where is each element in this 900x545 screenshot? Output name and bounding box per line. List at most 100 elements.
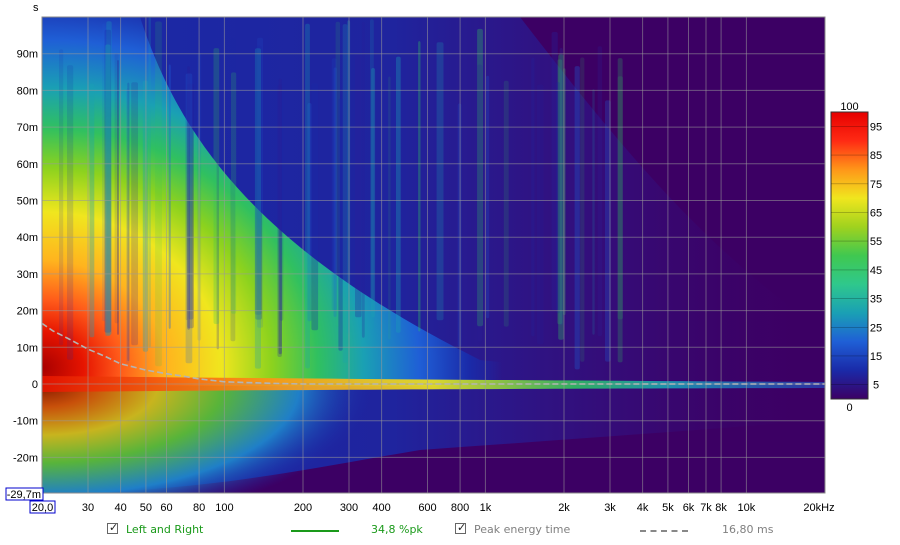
y-tick-label-10m: 10m [17,342,38,354]
decay-streak [388,76,391,340]
colorbar-ticks: 95 85 75 65 55 45 35 25 15 5 [831,121,882,392]
peak-energy-time-checkbox[interactable]: ✓ [455,521,466,534]
y-min-label: -29,7m [7,489,41,501]
x-tick-label-6k: 6k [683,502,695,514]
x-tick-label-60: 60 [160,502,172,514]
decay-streak [89,83,95,338]
decay-streak [305,23,310,369]
y-tick-label-30m: 30m [17,269,38,281]
decay-streak [59,49,64,346]
colorbar-tick-label-35: 35 [870,294,882,306]
decay-streak [117,60,119,335]
decay-streak [168,64,171,329]
decay-streak [371,68,376,318]
decay-streak [551,32,558,311]
decay-streak [126,88,130,364]
x-tick-label-20: 20,0 [32,502,53,514]
decay-streak [335,21,340,327]
left-and-right-checkbox[interactable]: ✓ [107,521,118,534]
decay-streak [558,54,564,340]
y-tick-label-40m: 40m [17,232,38,244]
x-tick-label-400: 400 [372,502,390,514]
decay-streak [557,59,563,325]
decay-streak [187,66,190,330]
x-tick-label-2k: 2k [558,502,570,514]
colorbar-tick-label-45: 45 [870,265,882,277]
x-tick-label-4k: 4k [637,502,649,514]
decay-streak [257,37,264,328]
decay-streak [127,82,130,362]
decay-streak [311,83,319,331]
decay-streak [278,78,282,355]
x-tick-label-5k: 5k [662,502,674,514]
decay-streak [333,67,337,317]
decay-streak [436,42,444,321]
x-min-box[interactable] [29,500,56,514]
x-tick-label-1k: 1k [480,502,492,514]
decay-streak [254,48,262,315]
decay-streak [67,65,74,360]
decay-streak [279,91,284,321]
x-tick-label-100: 100 [215,502,233,514]
colorbar-tick-label-15: 15 [870,351,882,363]
x-axis-ticks: 30 40 50 60 80 100 200 300 400 600 800 1k 2k 3k 4k 5k 6k… [82,502,835,514]
decay-streak [597,46,603,337]
decay-streak [105,44,111,336]
decay-streak [104,29,112,333]
x-tick-label-7k: 7k [700,502,712,514]
colorbar-tick-label-25: 25 [870,322,882,334]
x-tick-label-50: 50 [140,502,152,514]
decay-streak [342,24,348,363]
decay-streak [106,21,112,335]
decay-streak [230,38,236,342]
x-tick-label-3k: 3k [604,502,616,514]
y-min-box[interactable] [5,487,44,501]
x-tick-label-200: 200 [294,502,312,514]
x-tick-label-8k: 8k [715,502,727,514]
left-and-right-value: 34,8 %pk [371,523,423,536]
y-tick-label-50m: 50m [17,196,38,208]
plot-area [41,16,826,494]
legend-bar: ✓ Left and Right 34,8 %pk ✓ Peak energy … [0,517,900,545]
decay-streak [503,80,509,327]
y-min-marker[interactable]: -29,7m [5,487,44,501]
decay-streak [605,100,611,362]
decay-streak [307,103,312,322]
colorbar-tick-label-95: 95 [870,121,882,133]
left-and-right-label[interactable]: Left and Right [126,523,204,536]
y-tick-label--10m: -10m [13,416,38,428]
x-tick-label-30: 30 [82,502,94,514]
left-and-right-swatch [291,530,339,532]
y-tick-label-70m: 70m [17,122,38,134]
main-energy-region [42,17,825,386]
peak-energy-time-label[interactable]: Peak energy time [474,523,571,536]
decay-streak [187,83,194,329]
y-tick-label-90m: 90m [17,49,38,61]
decay-streak [148,17,151,348]
decay-streak [216,87,219,350]
decay-streak [418,41,421,332]
decay-streaks [59,17,623,370]
x-min-marker[interactable]: 20,0 [29,500,56,514]
decay-streak [185,91,188,321]
y-axis-unit-label: s [33,2,39,14]
peak-energy-time-value: 16,80 ms [722,523,774,536]
decay-streak [213,48,220,324]
decay-streak [331,58,337,311]
decay-streak [114,53,119,324]
decay-streak [574,66,580,370]
x-tick-label-10k: 10k [738,502,756,514]
x-tick-label-600: 600 [418,502,436,514]
decay-streak [486,75,490,319]
colorbar-tick-label-85: 85 [870,150,882,162]
y-tick-label-80m: 80m [17,85,38,97]
decay-streak [556,82,560,314]
y-tick-label-20m: 20m [17,306,38,318]
spectrogram-chart: s 90m 80m 70m 60m 50m 40m 30m 20m 10m 0 -10m -20m 3… [5,2,882,514]
y-axis-ticks: 90m 80m 70m 60m 50m 40m 30m 20m 10m 0 -10m -20m [13,49,38,465]
decay-streak [580,57,585,362]
decay-streak [477,64,483,342]
decay-streak [355,54,362,318]
decay-streak [592,89,595,335]
decay-streak [231,72,237,314]
